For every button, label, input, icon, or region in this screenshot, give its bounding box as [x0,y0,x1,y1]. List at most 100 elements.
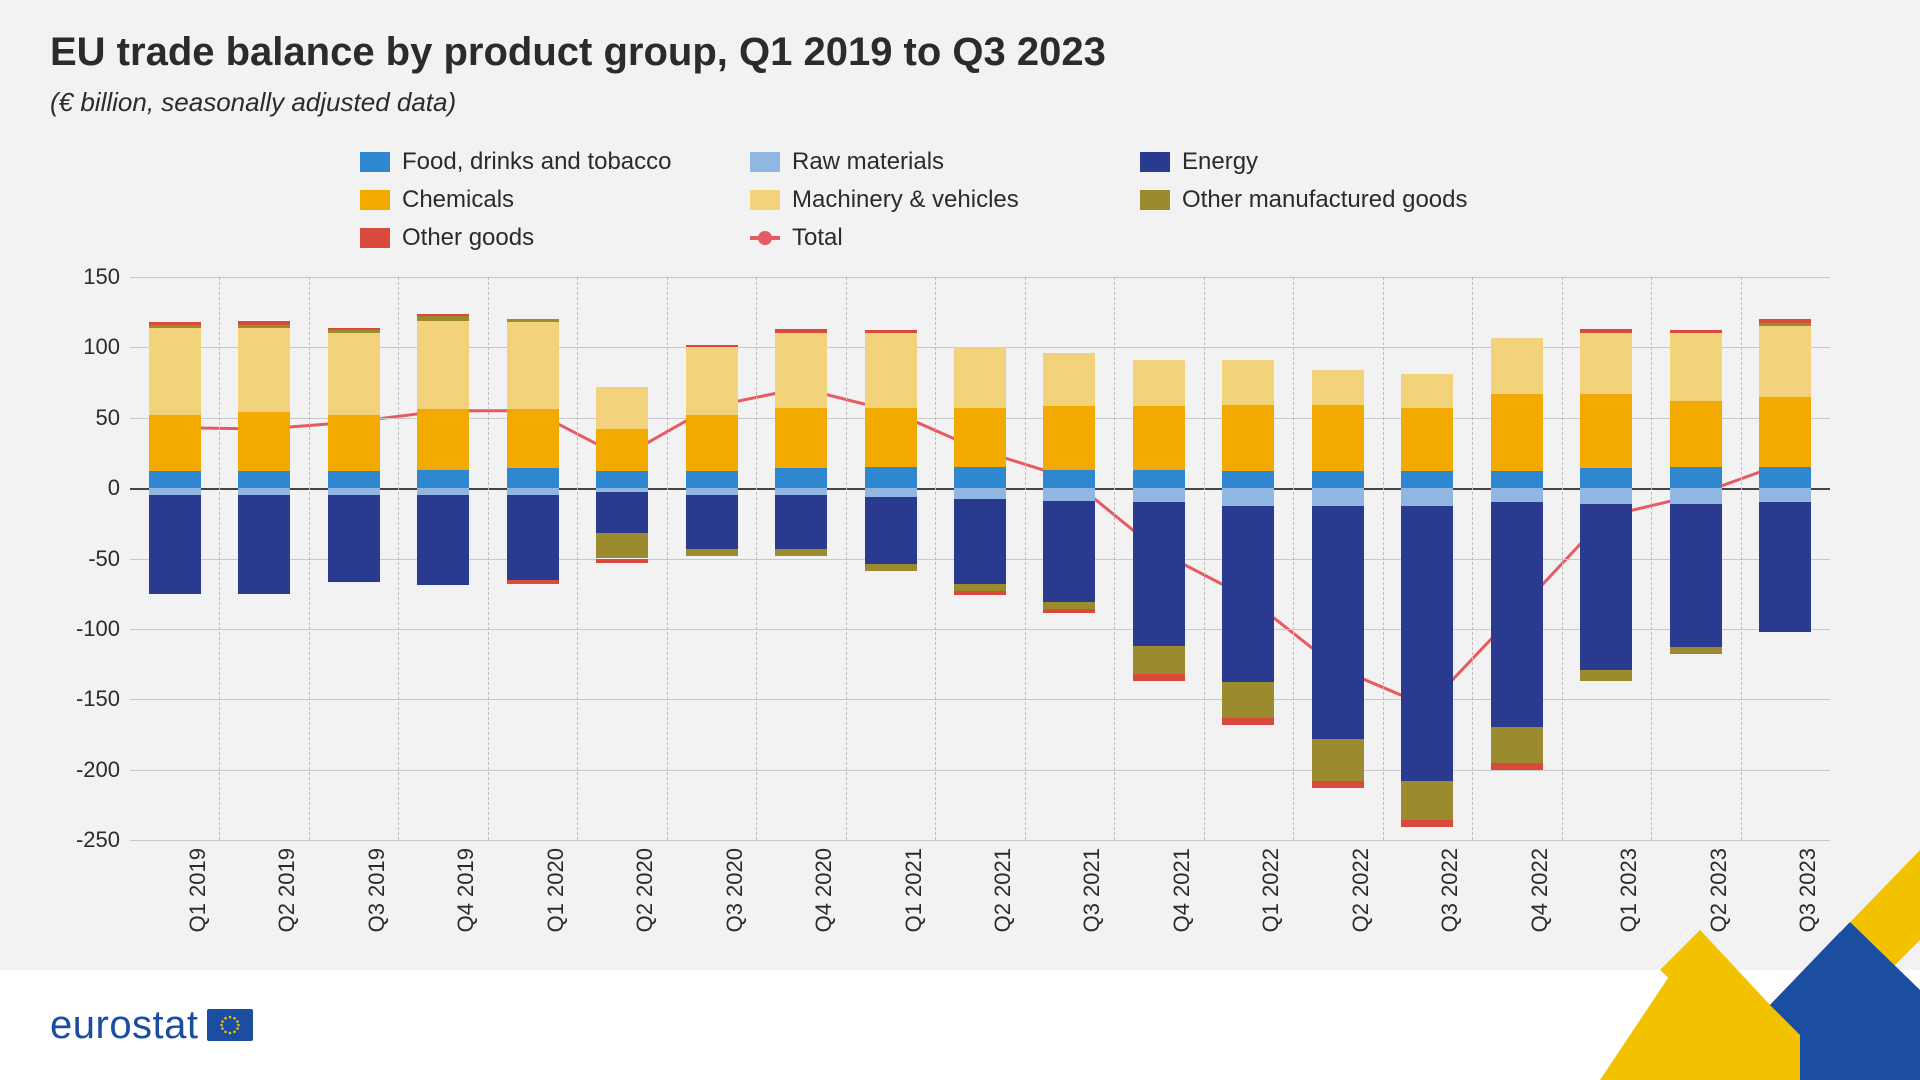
bar-segment-machinery [507,322,559,409]
bar-segment-chemicals [417,409,469,470]
legend-item-food: Food, drinks and tobacco [360,148,690,176]
x-axis-label: Q2 2021 [990,848,1016,932]
bar-segment-machinery [149,328,201,415]
bar-segment-energy [149,495,201,594]
x-axis-label: Q1 2019 [185,848,211,932]
gridline-v [1204,277,1205,840]
bar-segment-machinery [238,328,290,412]
footer: eurostat [0,970,1920,1080]
bar-segment-other [1580,329,1632,333]
x-axis-label: Q4 2019 [453,848,479,932]
bar-segment-omg [865,564,917,571]
bar-segment-machinery [1759,326,1811,396]
legend-label: Machinery & vehicles [792,186,1019,214]
bar-segment-food [507,468,559,488]
bar-column [686,277,738,840]
x-axis-label: Q3 2021 [1079,848,1105,932]
bar-column [1043,277,1095,840]
bar-segment-chemicals [1043,406,1095,469]
bar-segment-food [1401,471,1453,488]
bar-segment-machinery [686,347,738,415]
x-axis-label: Q1 2020 [543,848,569,932]
bar-column [1222,277,1274,840]
legend-item-chemicals: Chemicals [360,186,690,214]
chart-container: EU trade balance by product group, Q1 20… [0,0,1920,970]
legend-swatch [360,152,390,172]
y-axis-label: -250 [60,827,120,853]
bar-column [1670,277,1722,840]
bar-segment-other [865,330,917,333]
bar-segment-chemicals [328,415,380,471]
bar-segment-other [1043,609,1095,613]
legend-label: Total [792,224,843,252]
bar-segment-energy [1759,502,1811,631]
bar-segment-omg [1759,323,1811,326]
bar-segment-energy [1491,502,1543,727]
bar-segment-machinery [1043,353,1095,406]
bar-segment-chemicals [775,408,827,469]
gridline-v [1383,277,1384,840]
bar-segment-energy [596,492,648,533]
legend-label: Raw materials [792,148,944,176]
legend-label: Chemicals [402,186,514,214]
legend-label: Food, drinks and tobacco [402,148,672,176]
bar-segment-machinery [596,387,648,429]
bar-segment-raw [1401,488,1453,506]
bar-segment-chemicals [1580,394,1632,469]
bar-segment-food [1133,470,1185,488]
bar-segment-raw [1043,488,1095,501]
bar-segment-chemicals [686,415,738,471]
legend-swatch [360,228,390,248]
bar-segment-other [1133,674,1185,681]
bar-segment-other [1401,820,1453,827]
bar-column [865,277,917,840]
bar-segment-raw [775,488,827,495]
gridline-v [1472,277,1473,840]
bar-segment-chemicals [865,408,917,467]
bar-segment-machinery [1133,360,1185,406]
gridline-v [1562,277,1563,840]
bar-segment-energy [238,495,290,594]
bar-segment-machinery [328,333,380,415]
gridline-v [846,277,847,840]
bar-segment-omg [1491,727,1543,762]
x-axis-label: Q3 2019 [364,848,390,932]
bar-segment-machinery [1222,360,1274,405]
x-axis-label: Q3 2023 [1795,848,1821,932]
bar-segment-raw [1670,488,1722,503]
bar-segment-food [775,468,827,488]
legend-item-energy: Energy [1140,148,1470,176]
bar-segment-machinery [1580,333,1632,394]
y-axis-label: 150 [60,264,120,290]
bar-segment-omg [1670,647,1722,654]
bar-segment-food [1222,471,1274,488]
bar-segment-other [1759,319,1811,323]
bar-segment-energy [686,495,738,548]
bar-segment-raw [1580,488,1632,503]
gridline-v [935,277,936,840]
x-axis-label: Q4 2022 [1527,848,1553,932]
bar-segment-machinery [1491,338,1543,394]
bar-segment-other [238,321,290,325]
bar-segment-other [149,322,201,325]
bar-segment-raw [1222,488,1274,506]
x-axis-label: Q3 2022 [1437,848,1463,932]
legend-swatch [1140,152,1170,172]
y-axis-label: -200 [60,757,120,783]
bar-segment-other [328,328,380,331]
bar-segment-raw [954,488,1006,499]
bar-segment-chemicals [1670,401,1722,467]
bar-segment-omg [1580,670,1632,681]
bar-segment-omg [149,325,201,328]
bar-segment-raw [328,488,380,495]
bar-segment-raw [1312,488,1364,506]
bar-segment-energy [417,495,469,585]
y-axis-label: 0 [60,475,120,501]
bar-segment-raw [507,488,559,495]
bar-segment-raw [238,488,290,495]
y-axis-label: 100 [60,334,120,360]
bar-segment-machinery [865,333,917,408]
bar-segment-food [1491,471,1543,488]
x-axis-label: Q4 2020 [811,848,837,932]
bar-segment-other [1491,763,1543,770]
